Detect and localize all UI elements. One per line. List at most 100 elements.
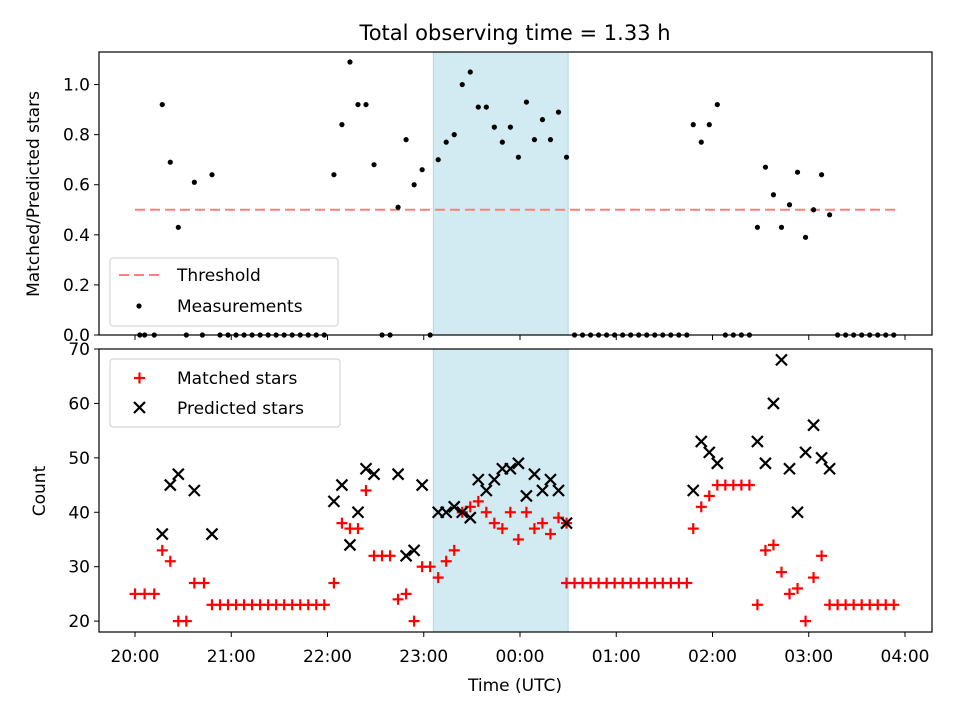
top-y-label: Matched/Predicted stars <box>24 91 44 297</box>
y-tick-label: 0.8 <box>63 126 90 146</box>
measurement-point <box>475 104 481 110</box>
measurement-point <box>499 139 505 145</box>
predicted-star-point <box>463 511 477 524</box>
matched-star-point <box>432 572 444 584</box>
predicted-star-point <box>155 527 169 541</box>
matched-star-point <box>528 523 540 535</box>
y-tick-label: 1.0 <box>63 76 90 96</box>
bottom-highlight-band <box>432 348 569 633</box>
y-tick-label: 0.6 <box>63 176 90 196</box>
predicted-star-point <box>343 538 357 552</box>
predicted-star-point <box>367 467 381 481</box>
predicted-star-point <box>799 446 812 459</box>
x-tick-label: 23:00 <box>399 647 448 667</box>
measurement-point <box>467 69 473 75</box>
predicted-star-point <box>751 435 764 448</box>
matched-star-point <box>520 506 532 518</box>
predicted-star-point <box>164 478 177 492</box>
matched-star-point <box>816 550 828 562</box>
matched-star-point <box>139 588 151 600</box>
top-legend-box <box>109 257 339 327</box>
matched-star-point <box>681 577 693 589</box>
predicted-star-point <box>399 549 413 563</box>
predicted-star-point <box>415 478 429 492</box>
measurement-point <box>531 137 538 143</box>
x-tick-label: 04:00 <box>881 647 930 667</box>
matched-star-point <box>424 561 436 573</box>
measurement-point <box>786 202 793 208</box>
measurement-point <box>523 99 530 105</box>
predicted-star-point <box>455 505 469 519</box>
predicted-star-point <box>783 462 796 476</box>
legend-matched-label: Matched stars <box>177 369 297 389</box>
predicted-star-point <box>528 467 541 481</box>
x-tick-label: 02:00 <box>688 647 737 667</box>
top-highlight-band <box>432 51 569 336</box>
measurement-point <box>706 122 712 128</box>
matched-star-point <box>784 588 795 600</box>
matched-star-point <box>156 544 168 556</box>
matched-star-point <box>472 495 484 507</box>
matched-star-point <box>148 588 160 600</box>
measurement-point <box>563 154 570 160</box>
predicted-star-point <box>807 418 820 432</box>
predicted-star-point <box>512 457 525 470</box>
measurement-point <box>419 167 425 173</box>
predicted-star-point <box>767 397 780 410</box>
matched-star-point <box>496 523 508 535</box>
top-plot-frame <box>98 51 933 336</box>
bottom-y-axis-ticks: 20 30 40 50 60 70 <box>68 340 99 632</box>
y-tick-label: 0.4 <box>63 226 90 246</box>
matched-star-point <box>164 555 176 567</box>
measurement-point <box>347 59 353 65</box>
matched-stars-series <box>129 479 900 627</box>
measurement-point <box>175 224 181 230</box>
measurement-point <box>794 169 801 175</box>
measurement-point <box>435 157 441 163</box>
measurement-point <box>802 234 809 240</box>
measurement-point <box>403 137 409 143</box>
predicted-star-point <box>560 516 573 530</box>
measurement-point <box>507 124 513 130</box>
measurement-point <box>714 101 720 108</box>
predicted-star-point <box>359 462 373 476</box>
legend-threshold-label: Threshold <box>176 266 261 286</box>
predicted-star-point <box>520 489 533 503</box>
y-tick-label: 0.0 <box>63 326 90 346</box>
matched-star-point <box>800 615 812 627</box>
measurement-point <box>459 81 465 88</box>
predicted-star-point <box>480 484 493 497</box>
predicted-stars-series <box>155 353 836 563</box>
measurement-point <box>339 122 345 128</box>
matched-star-point <box>392 593 404 605</box>
top-legend: Threshold Measurements <box>109 257 339 327</box>
matched-star-point <box>888 599 900 611</box>
bottom-x-axis-ticks: 20:00 21:00 22:00 23:00 00:00 01:00 02:00 03:00… <box>111 632 930 667</box>
matched-star-point <box>129 588 141 600</box>
legend-predicted-swatch <box>133 401 146 414</box>
matched-star-point <box>512 533 524 545</box>
predicted-star-point <box>327 495 341 508</box>
matched-star-point <box>504 506 516 518</box>
bottom-panel: 20 30 40 50 60 70 20:00 21:00 22:00 23:00 00:00 01… <box>30 340 933 667</box>
measurement-point <box>515 154 521 160</box>
bottom-plot-frame <box>98 348 933 633</box>
measurement-point <box>363 101 369 108</box>
measurement-point <box>491 124 497 130</box>
measurement-point <box>191 179 197 185</box>
matched-star-point <box>352 523 364 535</box>
predicted-star-point <box>823 462 836 476</box>
matched-star-point <box>384 550 396 562</box>
predicted-star-point <box>188 484 201 497</box>
measurement-point <box>827 212 833 218</box>
predicted-star-point <box>775 353 788 367</box>
predicted-star-point <box>711 457 724 470</box>
y-tick-label: 40 <box>68 503 90 523</box>
measurement-point <box>698 139 704 145</box>
top-y-axis-ticks: 0.0 0.2 0.4 0.6 0.8 1.0 <box>63 76 99 346</box>
matched-star-point <box>408 615 420 627</box>
measurement-point <box>810 207 817 213</box>
matched-star-point <box>544 528 556 540</box>
measurement-point <box>818 172 825 178</box>
